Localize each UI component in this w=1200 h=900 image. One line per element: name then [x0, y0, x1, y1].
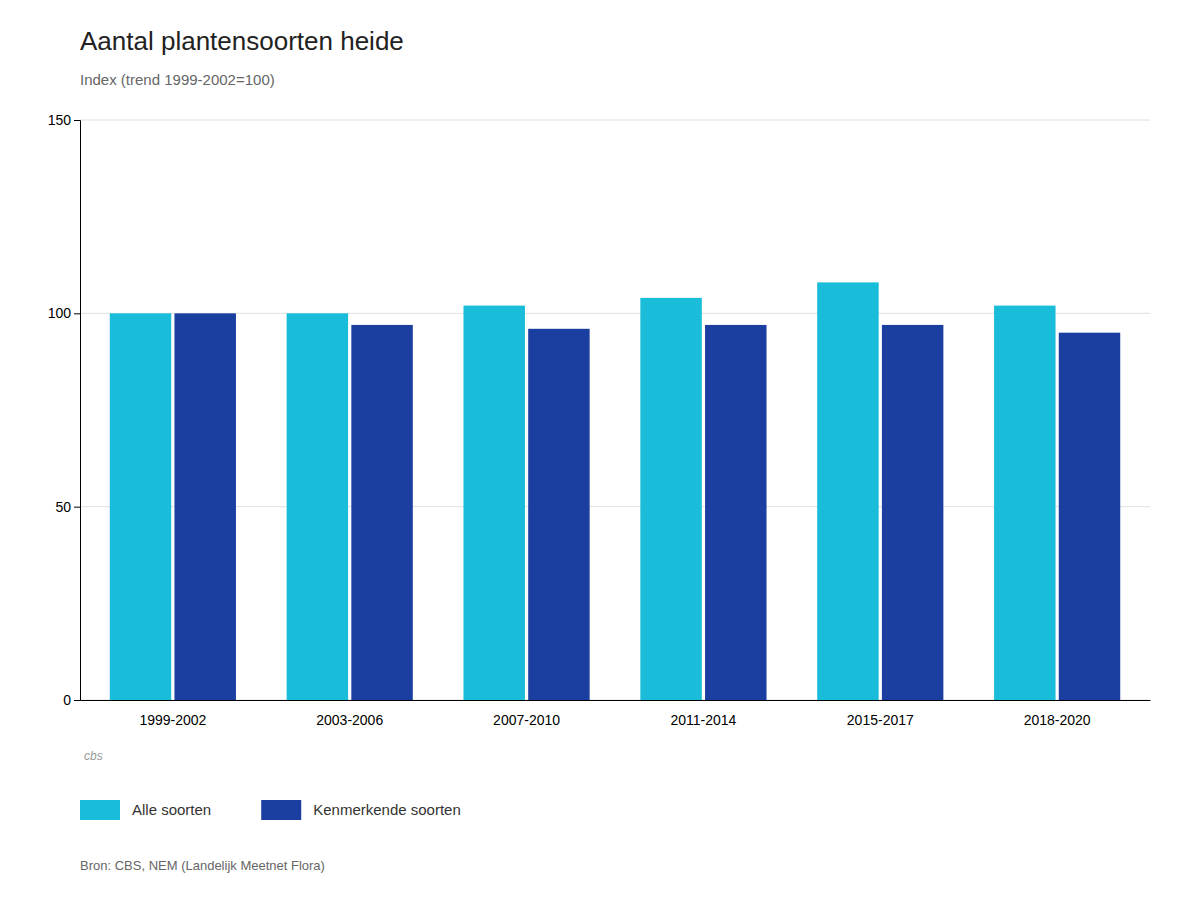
- legend-label: Kenmerkende soorten: [313, 801, 461, 818]
- bar: [705, 325, 766, 700]
- tick-label: 2018-2020: [1024, 712, 1091, 728]
- tick-label: 1999-2002: [139, 712, 206, 728]
- bar: [994, 306, 1055, 700]
- tick: 2018-2020: [1024, 712, 1091, 728]
- legend-item: Kenmerkende soorten: [261, 800, 461, 820]
- bar: [882, 325, 943, 700]
- bar: [110, 313, 171, 700]
- source: Bron: CBS, NEM (Landelijk Meetnet Flora): [80, 858, 325, 873]
- bar: [287, 313, 348, 700]
- bar: [640, 298, 701, 700]
- legend-swatch: [80, 800, 120, 820]
- tick-label: 2015-2017: [847, 712, 914, 728]
- x-axis: 1999-2002 2003-2006 2007-2010 2011-2014 2015…: [81, 701, 1151, 729]
- grid: [80, 120, 1150, 700]
- grid-line: [80, 120, 1150, 121]
- tick-mark: [74, 507, 80, 508]
- tick-label: 0: [63, 692, 71, 708]
- bar: [351, 325, 412, 700]
- tick: 1999-2002: [139, 712, 206, 728]
- plot: 0 50 100 150 1999-2002 2003-2006 2007-2010 2011…: [48, 112, 1151, 728]
- bars: [110, 282, 1120, 700]
- legend-item: Alle soorten: [80, 800, 211, 820]
- bar: [463, 306, 524, 700]
- x-axis-line: [81, 700, 1151, 701]
- tick-label: 2003-2006: [316, 712, 383, 728]
- legend-swatch: [261, 800, 301, 820]
- tick: 2007-2010: [493, 712, 560, 728]
- tick-label: 100: [48, 305, 72, 321]
- tick: 2011-2014: [670, 712, 736, 728]
- y-axis: 0 50 100 150: [48, 112, 81, 708]
- bar: [1059, 333, 1120, 700]
- bar: [528, 329, 589, 700]
- subtitle: Index (trend 1999-2002=100): [80, 71, 275, 88]
- series: [110, 282, 1056, 700]
- tick-mark: [74, 313, 80, 314]
- tick-mark: [74, 700, 80, 701]
- tick: 2003-2006: [316, 712, 383, 728]
- title: Aantal plantensoorten heide: [80, 26, 404, 56]
- chart: Aantal plantensoorten heide Index (trend …: [0, 0, 1200, 900]
- tick-label: 2007-2010: [493, 712, 560, 728]
- tick-label: 50: [55, 499, 71, 515]
- tick: 100: [48, 305, 80, 321]
- tick-mark: [74, 120, 80, 121]
- tick: 0: [63, 692, 80, 708]
- bar: [817, 282, 878, 700]
- legend: Alle soorten Kenmerkende soorten: [80, 800, 461, 820]
- tick-label: 2011-2014: [670, 712, 736, 728]
- grid-line: [80, 506, 1150, 507]
- legend-label: Alle soorten: [132, 801, 211, 818]
- tick: 2015-2017: [847, 712, 914, 728]
- tick: 150: [48, 112, 80, 128]
- grid-line: [80, 700, 1150, 701]
- series: [174, 313, 1120, 700]
- grid-line: [80, 313, 1150, 314]
- y-axis-line: [74, 121, 81, 701]
- bar: [174, 313, 235, 700]
- tick: 50: [55, 499, 80, 515]
- annotation: cbs: [84, 749, 103, 763]
- tick-label: 150: [48, 112, 72, 128]
